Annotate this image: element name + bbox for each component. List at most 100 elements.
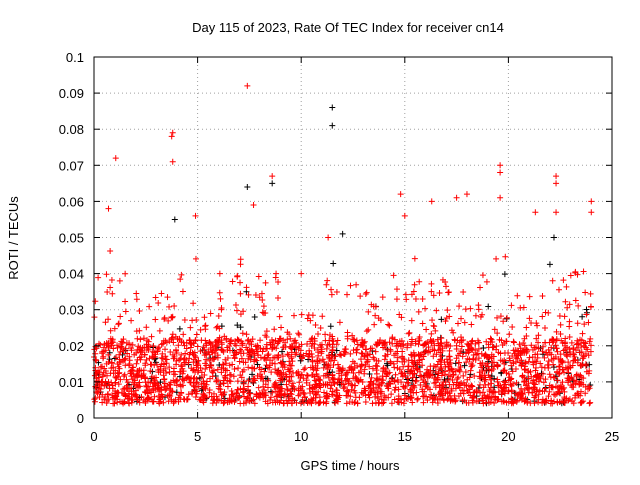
data-point <box>334 387 341 394</box>
data-point <box>326 354 333 361</box>
data-point <box>285 378 292 385</box>
data-point <box>452 385 459 392</box>
data-point <box>347 393 354 400</box>
data-point <box>233 307 240 314</box>
data-point <box>92 298 99 305</box>
data-point <box>445 289 452 296</box>
data-point <box>501 378 508 385</box>
data-point <box>202 326 209 333</box>
data-point <box>278 360 285 367</box>
data-point <box>493 255 500 262</box>
data-point <box>432 327 439 334</box>
data-point <box>142 399 149 406</box>
data-point <box>458 343 465 350</box>
data-point <box>340 385 347 392</box>
data-point <box>168 133 175 140</box>
data-point <box>245 364 252 371</box>
data-point <box>108 340 115 347</box>
data-point <box>278 390 285 397</box>
data-point <box>446 381 453 388</box>
data-point <box>161 314 168 321</box>
data-point <box>184 395 191 402</box>
data-point <box>404 379 411 386</box>
data-point <box>178 351 185 358</box>
data-point <box>449 377 456 384</box>
data-point <box>147 379 154 386</box>
data-point <box>537 360 544 367</box>
data-point <box>282 391 289 398</box>
data-point <box>390 272 397 279</box>
data-point <box>402 291 409 298</box>
data-point <box>143 324 150 331</box>
data-point <box>276 399 283 406</box>
data-point <box>443 314 450 321</box>
data-point <box>478 364 485 371</box>
data-point <box>122 355 129 362</box>
data-point <box>401 212 408 219</box>
data-point <box>202 366 209 373</box>
data-point <box>398 399 405 406</box>
data-point <box>456 303 463 310</box>
data-point <box>251 314 258 321</box>
data-point <box>555 286 562 293</box>
data-point <box>162 346 169 353</box>
data-point <box>459 353 466 360</box>
data-point <box>562 298 569 305</box>
data-point <box>485 303 492 310</box>
data-point <box>169 314 176 321</box>
data-point <box>208 362 215 369</box>
data-point <box>226 377 233 384</box>
data-point <box>176 325 183 332</box>
data-point <box>367 345 374 352</box>
data-point <box>160 399 167 406</box>
data-point <box>468 382 475 389</box>
data-point <box>105 396 112 403</box>
y-tick-label: 0.07 <box>59 158 84 173</box>
data-point <box>484 360 491 367</box>
data-point <box>308 396 315 403</box>
data-point <box>190 366 197 373</box>
data-point <box>157 379 164 386</box>
data-point <box>343 400 350 407</box>
data-point <box>104 289 111 296</box>
data-point <box>438 316 445 323</box>
data-point <box>211 397 218 404</box>
data-point <box>116 277 123 284</box>
data-point <box>470 389 477 396</box>
data-point <box>93 378 100 385</box>
data-point <box>371 321 378 328</box>
data-point <box>533 335 540 342</box>
data-point <box>399 348 406 355</box>
data-point <box>350 336 357 343</box>
data-point <box>169 313 176 320</box>
data-point <box>350 375 357 382</box>
data-point <box>388 400 395 407</box>
data-point <box>299 387 306 394</box>
data-point <box>133 360 140 367</box>
data-point <box>392 371 399 378</box>
data-point <box>122 270 129 277</box>
data-point <box>451 392 458 399</box>
data-point <box>442 379 449 386</box>
data-point <box>372 362 379 369</box>
data-point <box>416 337 423 344</box>
data-point <box>382 394 389 401</box>
data-point <box>113 390 120 397</box>
data-point <box>456 382 463 389</box>
data-point <box>579 355 586 362</box>
data-point <box>528 342 535 349</box>
data-point <box>349 399 356 406</box>
data-point <box>282 339 289 346</box>
data-point <box>121 371 128 378</box>
data-point <box>428 288 435 295</box>
data-point <box>167 349 174 356</box>
data-point <box>419 295 426 302</box>
data-point <box>102 393 109 400</box>
data-point <box>517 393 524 400</box>
data-point <box>194 379 201 386</box>
data-point <box>119 399 126 406</box>
data-point <box>114 389 121 396</box>
data-point <box>583 368 590 375</box>
data-point <box>216 289 223 296</box>
y-tick-label: 0 <box>77 411 84 426</box>
